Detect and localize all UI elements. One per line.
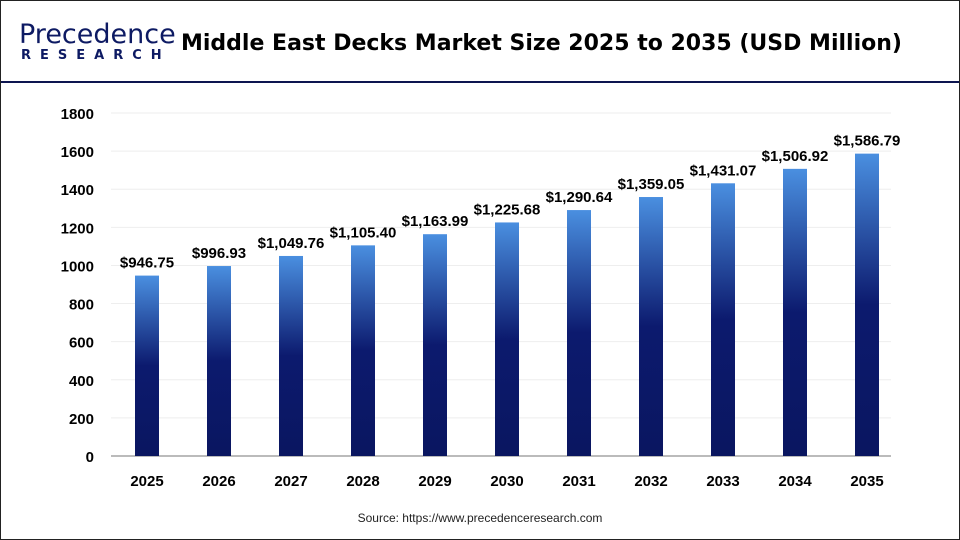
y-tick-label: 1400 <box>61 182 94 199</box>
bar <box>711 183 735 456</box>
bar <box>135 275 159 456</box>
bar <box>567 210 591 456</box>
y-tick-label: 1800 <box>61 106 94 123</box>
x-tick-label: 2028 <box>346 473 379 490</box>
data-label: $1,359.05 <box>618 176 685 193</box>
bar <box>423 234 447 456</box>
x-tick-label: 2032 <box>634 473 667 490</box>
data-label: $1,290.64 <box>546 189 613 206</box>
logo-line2: RESEARCH <box>21 48 171 63</box>
y-tick-label: 1600 <box>61 144 94 161</box>
bar <box>279 255 303 456</box>
data-label: $1,225.68 <box>474 201 541 218</box>
data-label: $996.93 <box>192 245 246 262</box>
x-tick-label: 2030 <box>490 473 523 490</box>
y-tick-label: 400 <box>69 373 94 390</box>
bar <box>207 266 231 456</box>
x-tick-label: 2027 <box>274 473 307 490</box>
data-label: $1,049.76 <box>258 235 325 252</box>
precedence-research-logo: Precedence RESEARCH <box>19 21 176 63</box>
chart-title: Middle East Decks Market Size 2025 to 20… <box>181 31 902 56</box>
data-label: $1,105.40 <box>330 224 397 241</box>
source-note: Source: https://www.precedenceresearch.c… <box>357 511 603 525</box>
y-tick-label: 0 <box>86 449 94 466</box>
y-tick-label: 1200 <box>61 220 94 237</box>
y-tick-label: 600 <box>69 335 94 352</box>
bar <box>783 168 807 456</box>
x-tick-label: 2029 <box>418 473 451 490</box>
header: Precedence RESEARCH Middle East Decks Ma… <box>1 1 959 83</box>
x-tick-label: 2026 <box>202 473 235 490</box>
y-tick-label: 1000 <box>61 258 94 275</box>
bar <box>351 245 375 456</box>
x-tick-label: 2035 <box>850 473 883 490</box>
y-tick-label: 800 <box>69 297 94 314</box>
logo-line1: Precedence <box>19 19 176 50</box>
data-label: $1,506.92 <box>762 148 829 165</box>
bar-chart: 0 200 400 600 800 1000 1200 1400 1600 1800 2025 202… <box>61 106 901 490</box>
bar <box>495 222 519 456</box>
data-label: $946.75 <box>120 255 174 272</box>
bar <box>855 153 879 456</box>
data-label: $1,586.79 <box>834 133 901 150</box>
x-tick-label: 2034 <box>778 473 812 490</box>
y-tick-label: 200 <box>69 411 94 428</box>
data-label: $1,163.99 <box>402 213 469 230</box>
x-tick-label: 2031 <box>562 473 595 490</box>
bar <box>639 197 663 456</box>
x-tick-label: 2033 <box>706 473 739 490</box>
x-tick-label: 2025 <box>130 473 163 490</box>
data-label: $1,431.07 <box>690 162 757 179</box>
